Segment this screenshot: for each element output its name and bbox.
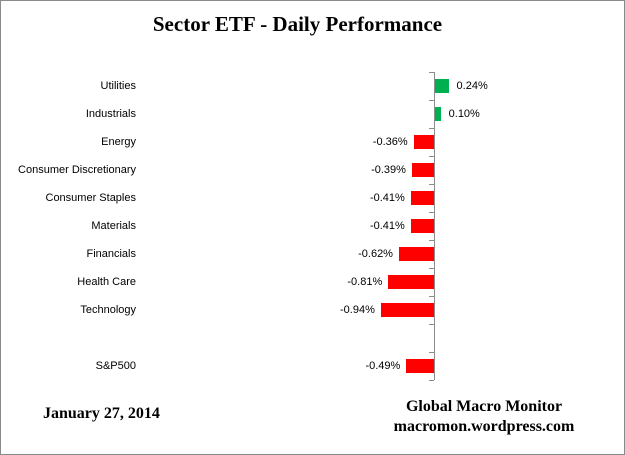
bar-positive <box>435 107 441 121</box>
axis-tick <box>429 296 434 297</box>
axis-tick <box>429 380 434 381</box>
category-label: Energy <box>101 136 136 148</box>
bar-positive <box>435 79 449 93</box>
axis-tick <box>429 184 434 185</box>
value-label: 0.10% <box>448 108 480 120</box>
date-label: January 27, 2014 <box>43 405 160 422</box>
value-label: -0.36% <box>372 136 408 148</box>
value-label: -0.49% <box>365 360 401 372</box>
category-label: Utilities <box>100 80 136 92</box>
axis-tick <box>429 72 434 73</box>
category-label: Industrials <box>85 108 136 120</box>
value-label: -0.81% <box>347 276 383 288</box>
axis-tick <box>429 156 434 157</box>
value-label: -0.41% <box>369 220 405 232</box>
brand-credit: Global Macro Monitor macromon.wordpress.… <box>384 397 584 437</box>
axis-tick <box>429 128 434 129</box>
axis-tick <box>429 352 434 353</box>
brand-url: macromon.wordpress.com <box>393 418 575 435</box>
category-label: Health Care <box>77 276 136 288</box>
category-label: Materials <box>91 220 136 232</box>
bar-negative <box>413 135 434 149</box>
category-label: S&P500 <box>95 360 136 372</box>
chart-title: Sector ETF - Daily Performance <box>152 12 443 36</box>
bar-negative <box>410 219 434 233</box>
axis-tick <box>429 100 434 101</box>
bar-negative <box>406 359 434 373</box>
axis-tick <box>429 268 434 269</box>
value-label: -0.94% <box>340 304 375 316</box>
axis-tick <box>429 324 434 325</box>
category-label: Financials <box>86 248 136 260</box>
value-label: -0.41% <box>369 192 405 204</box>
bar-negative <box>398 247 434 261</box>
value-label: 0.24% <box>456 80 488 92</box>
bar-negative <box>411 163 434 177</box>
category-axis <box>434 72 435 380</box>
category-label: Technology <box>80 304 136 316</box>
category-label: Consumer Discretionary <box>18 164 136 176</box>
category-label: Consumer Staples <box>45 192 137 204</box>
brand-name: Global Macro Monitor <box>405 398 563 415</box>
bar-negative <box>380 303 434 317</box>
value-label: -0.39% <box>371 164 406 176</box>
value-label: -0.62% <box>358 248 393 260</box>
bar-negative <box>388 275 434 289</box>
axis-tick <box>429 212 434 213</box>
axis-tick <box>429 240 434 241</box>
bar-negative <box>410 191 434 205</box>
